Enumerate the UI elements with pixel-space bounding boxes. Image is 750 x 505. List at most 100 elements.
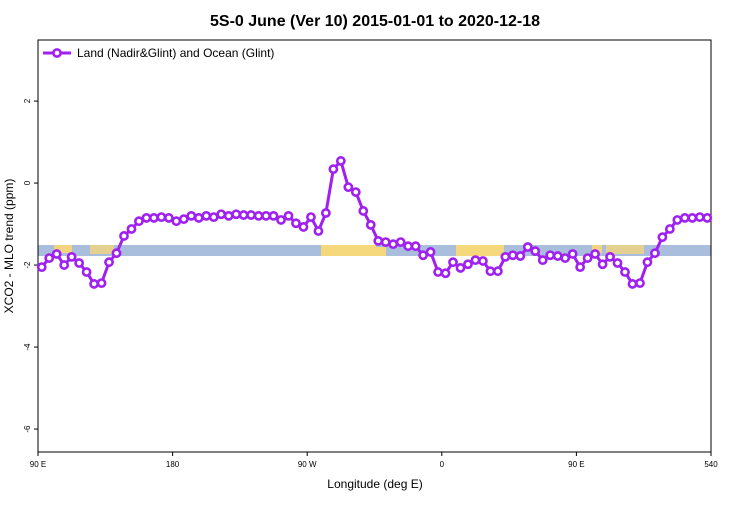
x-tick-label: 90 W	[298, 460, 317, 469]
data-point	[664, 224, 675, 234]
data-point	[81, 267, 92, 277]
data-point	[291, 218, 301, 229]
data-point	[163, 213, 174, 223]
data-point	[306, 212, 316, 222]
data-point	[679, 213, 690, 223]
data-point	[590, 249, 600, 259]
data-point	[246, 210, 257, 220]
data-point	[178, 214, 189, 225]
data-point	[567, 249, 578, 259]
data-point	[238, 210, 249, 220]
data-point	[149, 213, 159, 223]
x-axis-label: Longitude (deg E)	[327, 477, 422, 491]
x-tick-label: 180	[166, 460, 180, 469]
data-point	[522, 242, 533, 252]
data-point	[216, 209, 227, 220]
data-point	[500, 251, 511, 262]
data-point	[193, 213, 204, 223]
data-point	[66, 251, 77, 262]
data-point	[253, 210, 264, 221]
y-tick-label: -2	[23, 261, 32, 269]
data-point	[635, 278, 645, 289]
land-patch	[54, 245, 72, 253]
data-point	[537, 255, 548, 266]
legend-label: Land (Nadir&Glint) and Ocean (Glint)	[77, 46, 274, 60]
data-point	[702, 213, 713, 223]
data-point	[231, 209, 242, 220]
data-point	[582, 253, 593, 263]
data-point	[343, 182, 354, 193]
data-point	[156, 212, 167, 222]
data-point	[575, 262, 586, 273]
data-point	[335, 156, 346, 166]
data-point	[171, 216, 182, 227]
land-mask	[38, 245, 711, 256]
data-point	[201, 210, 212, 221]
data-point	[298, 222, 309, 232]
data-point	[119, 231, 129, 241]
data-point	[74, 258, 85, 268]
legend-marker	[52, 48, 62, 58]
data-point	[276, 215, 286, 225]
data-point	[111, 248, 122, 259]
data-point	[492, 266, 503, 277]
data-point	[36, 262, 47, 273]
data-point	[208, 212, 219, 222]
data-point	[223, 210, 234, 221]
data-point	[328, 164, 339, 175]
data-point	[515, 251, 526, 261]
data-point	[485, 266, 496, 277]
data-point	[470, 255, 481, 266]
data-point	[283, 210, 294, 221]
land-patch	[592, 245, 602, 253]
data-point	[51, 249, 62, 259]
y-tick-label: -6	[23, 425, 32, 433]
data-point	[126, 224, 137, 234]
data-point	[134, 216, 144, 227]
data-point	[657, 232, 668, 243]
y-tick-label: -4	[23, 343, 32, 351]
data-point	[268, 210, 279, 221]
data-point	[418, 250, 429, 261]
land-patch	[456, 245, 504, 256]
data-point	[186, 210, 197, 221]
land-patch	[90, 245, 114, 254]
data-point	[261, 210, 271, 221]
data-point	[388, 239, 399, 250]
data-point	[552, 251, 563, 261]
data-point	[672, 215, 683, 225]
data-point	[455, 263, 466, 273]
data-point	[650, 248, 660, 259]
data-point	[425, 247, 436, 257]
data-point	[358, 206, 369, 216]
data-point	[694, 212, 705, 222]
data-point	[395, 237, 406, 248]
data-point	[433, 267, 443, 277]
y-axis-label: XCO2 - MLO trend (ppm)	[2, 179, 16, 314]
data-point	[448, 257, 458, 268]
data-point	[687, 213, 698, 223]
land-patch	[606, 245, 644, 254]
data-point	[530, 246, 541, 257]
data-point	[605, 251, 615, 262]
legend-item: Land (Nadir&Glint) and Ocean (Glint)	[43, 46, 274, 60]
data-point	[403, 241, 414, 252]
x-tick-label: 540	[704, 460, 718, 469]
data-point	[44, 253, 55, 263]
data-point	[373, 235, 384, 246]
data-point	[350, 187, 361, 197]
data-point	[440, 268, 451, 279]
y-tick-label: 2	[23, 98, 32, 103]
data-point	[620, 267, 630, 277]
data-point	[380, 237, 391, 248]
chart-title: 5S-0 June (Ver 10) 2015-01-01 to 2020-12…	[210, 13, 540, 30]
data-point	[627, 279, 638, 289]
plot-frame	[37, 39, 712, 453]
land-patch	[321, 245, 376, 256]
y-tick-label: 0	[23, 180, 32, 185]
data-point	[597, 259, 608, 270]
data-point	[507, 250, 518, 261]
data-point	[410, 241, 421, 252]
data-point	[612, 258, 623, 268]
